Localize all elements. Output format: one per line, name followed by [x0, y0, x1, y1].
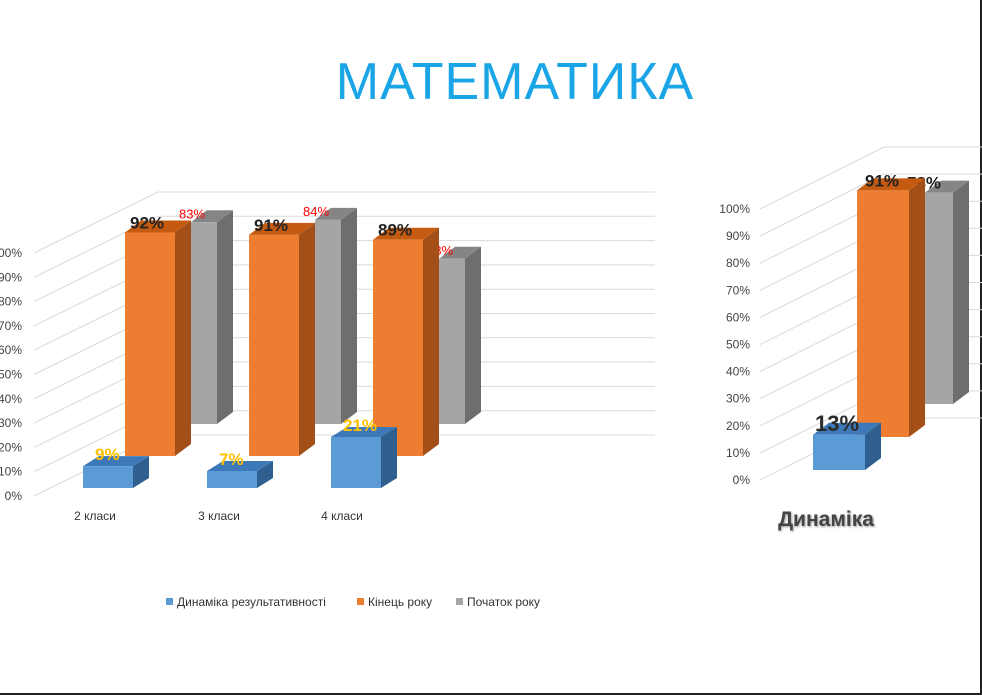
data-label: 13%: [815, 411, 859, 436]
left-y-tick-label: 70%: [0, 319, 22, 333]
right-y-tick-label: 70%: [726, 283, 750, 297]
data-label: 91%: [865, 171, 899, 190]
bar-gray: [315, 207, 357, 424]
right-y-tick-label: 10%: [726, 446, 750, 460]
right-y-tick-label: 50%: [726, 338, 750, 352]
x-category-label: 4 класи: [321, 509, 363, 523]
left-y-tick-label: 30%: [0, 416, 22, 430]
left-y-tick-label: 100%: [0, 246, 22, 260]
legend-label: Динаміка результативності: [177, 595, 326, 609]
data-label: 89%: [378, 221, 412, 240]
chart-legend: Динаміка результативності Кінець року Поча…: [166, 595, 540, 609]
right-y-tick-label: 0%: [733, 473, 751, 487]
legend-swatch: [456, 598, 463, 605]
bar-gray: [439, 246, 481, 424]
right-y-tick-label: 20%: [726, 419, 750, 433]
legend-item: Динаміка результативності: [166, 595, 326, 609]
right-y-tick-label: 40%: [726, 365, 750, 379]
data-label: 7%: [219, 450, 244, 469]
x-category-label: 2 класи: [74, 509, 116, 523]
right-y-tick-label: 30%: [726, 392, 750, 406]
right-y-tick-label: 100%: [719, 202, 750, 216]
data-label: 21%: [343, 416, 377, 435]
data-label: 92%: [130, 213, 164, 232]
left-y-tick-label: 60%: [0, 343, 22, 357]
bar-blue: [83, 456, 149, 488]
left-y-tick-label: 50%: [0, 368, 22, 382]
bar-blue: [813, 422, 881, 470]
legend-label: Кінець року: [368, 595, 432, 609]
bar-orange: [125, 220, 191, 456]
left-y-tick-label: 10%: [0, 465, 22, 479]
x-category-label: Динаміка: [778, 508, 874, 531]
bar-orange: [857, 178, 925, 437]
data-label: 84%: [303, 204, 329, 219]
legend-swatch: [357, 598, 364, 605]
x-category-label: 3 класи: [198, 509, 240, 523]
right-chart: 0%10%20%30%40%50%60%70%80%90%100%78%91%1…: [719, 146, 982, 531]
left-y-tick-label: 80%: [0, 295, 22, 309]
right-y-tick-label: 90%: [726, 229, 750, 243]
bar-gray: [191, 210, 233, 424]
bar-gray: [925, 180, 969, 404]
legend-item: Початок року: [456, 595, 540, 609]
right-y-tick-label: 60%: [726, 310, 750, 324]
gridline-side: [759, 173, 885, 237]
data-label: 83%: [179, 206, 205, 221]
data-label: 91%: [254, 216, 288, 235]
left-y-tick-label: 0%: [5, 489, 23, 503]
left-chart: 0%10%20%30%40%50%60%70%80%90%100%83%84%6…: [0, 191, 655, 523]
bar-blue: [331, 426, 397, 488]
data-label: 9%: [95, 445, 120, 464]
legend-item: Кінець року: [357, 595, 432, 609]
right-y-tick-label: 80%: [726, 256, 750, 270]
page-title: МАТЕМАТИКА: [335, 53, 695, 111]
gridline-side: [33, 191, 159, 254]
bar-orange: [373, 227, 439, 456]
left-y-tick-label: 90%: [0, 270, 22, 284]
left-y-tick-label: 20%: [0, 440, 22, 454]
legend-label: Початок року: [467, 595, 540, 609]
left-y-tick-label: 40%: [0, 392, 22, 406]
legend-swatch: [166, 598, 173, 605]
bar-orange: [249, 222, 315, 456]
bar-blue: [207, 460, 273, 488]
gridline-side: [759, 146, 885, 210]
